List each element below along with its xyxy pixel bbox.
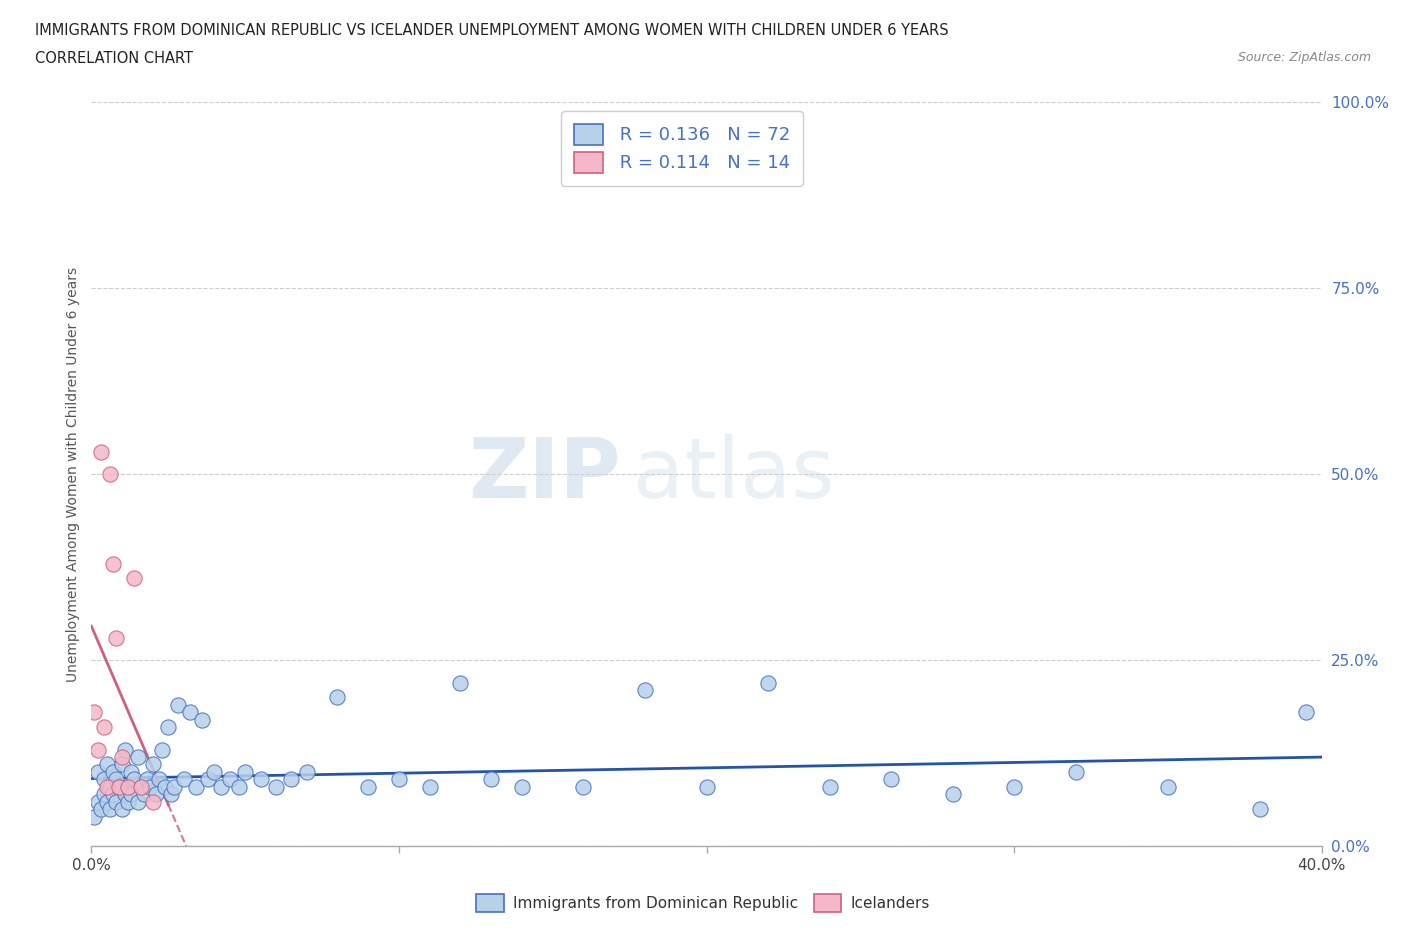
Point (142, 794, 165, 809)
Point (101, 787, 124, 802)
Y-axis label: Unemployment Among Women with Children Under 6 years: Unemployment Among Women with Children U… (66, 267, 80, 682)
Point (197, 772, 219, 787)
Text: ZIP: ZIP (468, 433, 620, 515)
Point (264, 779, 287, 794)
Point (129, 779, 152, 794)
Point (228, 779, 250, 794)
Text: CORRELATION CHART: CORRELATION CHART (35, 51, 193, 66)
Point (634, 683, 657, 698)
Point (756, 675, 779, 690)
Point (101, 556, 124, 571)
Point (419, 779, 441, 794)
Point (111, 757, 134, 772)
Point (202, 764, 225, 779)
Point (295, 764, 318, 779)
Point (120, 764, 142, 779)
Point (114, 787, 136, 802)
Legend:  R = 0.136   N = 72,  R = 0.114   N = 14: R = 0.136 N = 72, R = 0.114 N = 14 (561, 112, 803, 186)
Text: #ccdded: #ccdded (703, 473, 710, 475)
Point (124, 772, 146, 787)
Point (98, 802, 121, 817)
Point (942, 787, 965, 802)
Point (880, 772, 903, 787)
Point (111, 750, 134, 764)
Point (157, 720, 180, 735)
Legend: Immigrants from Dominican Republic, Icelanders: Immigrants from Dominican Republic, Icel… (471, 888, 935, 918)
Point (173, 772, 195, 787)
Point (1157, 779, 1180, 794)
Point (696, 779, 718, 794)
Point (1295, 705, 1317, 720)
Point (108, 779, 131, 794)
Point (117, 779, 139, 794)
Point (449, 675, 471, 690)
Point (818, 779, 841, 794)
Point (132, 787, 155, 802)
Point (129, 779, 152, 794)
Point (153, 779, 177, 794)
Point (90, 802, 112, 817)
Point (124, 571, 146, 586)
Point (105, 631, 127, 645)
Text: Source: ZipAtlas.com: Source: ZipAtlas.com (1237, 51, 1371, 64)
Point (93, 787, 115, 802)
Point (184, 779, 207, 794)
Point (145, 787, 167, 802)
Point (218, 772, 240, 787)
Point (105, 794, 127, 809)
Point (96, 757, 118, 772)
Point (117, 779, 139, 794)
Point (139, 779, 162, 794)
Point (233, 764, 256, 779)
Point (93, 720, 115, 735)
Point (101, 764, 124, 779)
Point (83, 705, 105, 720)
Point (1249, 802, 1271, 817)
Point (96, 794, 118, 809)
Point (249, 772, 271, 787)
Point (479, 772, 502, 787)
Point (117, 794, 139, 809)
Point (96, 779, 118, 794)
Point (388, 772, 411, 787)
Point (166, 698, 188, 712)
Point (160, 787, 183, 802)
Point (280, 772, 302, 787)
Point (86, 794, 108, 809)
Text: atlas: atlas (633, 433, 834, 515)
Point (163, 779, 186, 794)
Point (90, 445, 112, 459)
Point (86, 742, 108, 757)
Point (83, 809, 105, 824)
Point (148, 772, 170, 787)
Point (111, 802, 134, 817)
Point (1064, 764, 1087, 779)
Point (114, 742, 136, 757)
Point (108, 779, 131, 794)
Point (572, 779, 595, 794)
Text: IMMIGRANTS FROM DOMINICAN REPUBLIC VS ICELANDER UNEMPLOYMENT AMONG WOMEN WITH CH: IMMIGRANTS FROM DOMINICAN REPUBLIC VS IC… (35, 23, 949, 38)
Point (127, 794, 149, 809)
Point (326, 690, 349, 705)
Point (98, 779, 121, 794)
Point (150, 742, 173, 757)
Point (209, 779, 232, 794)
Point (142, 757, 165, 772)
Point (510, 779, 533, 794)
Point (191, 712, 214, 727)
Point (1002, 779, 1025, 794)
Point (120, 787, 142, 802)
Point (135, 772, 157, 787)
Point (93, 772, 115, 787)
Point (105, 772, 127, 787)
Point (357, 779, 380, 794)
Point (127, 750, 149, 764)
Point (179, 705, 201, 720)
Point (98, 467, 121, 482)
Point (86, 764, 108, 779)
